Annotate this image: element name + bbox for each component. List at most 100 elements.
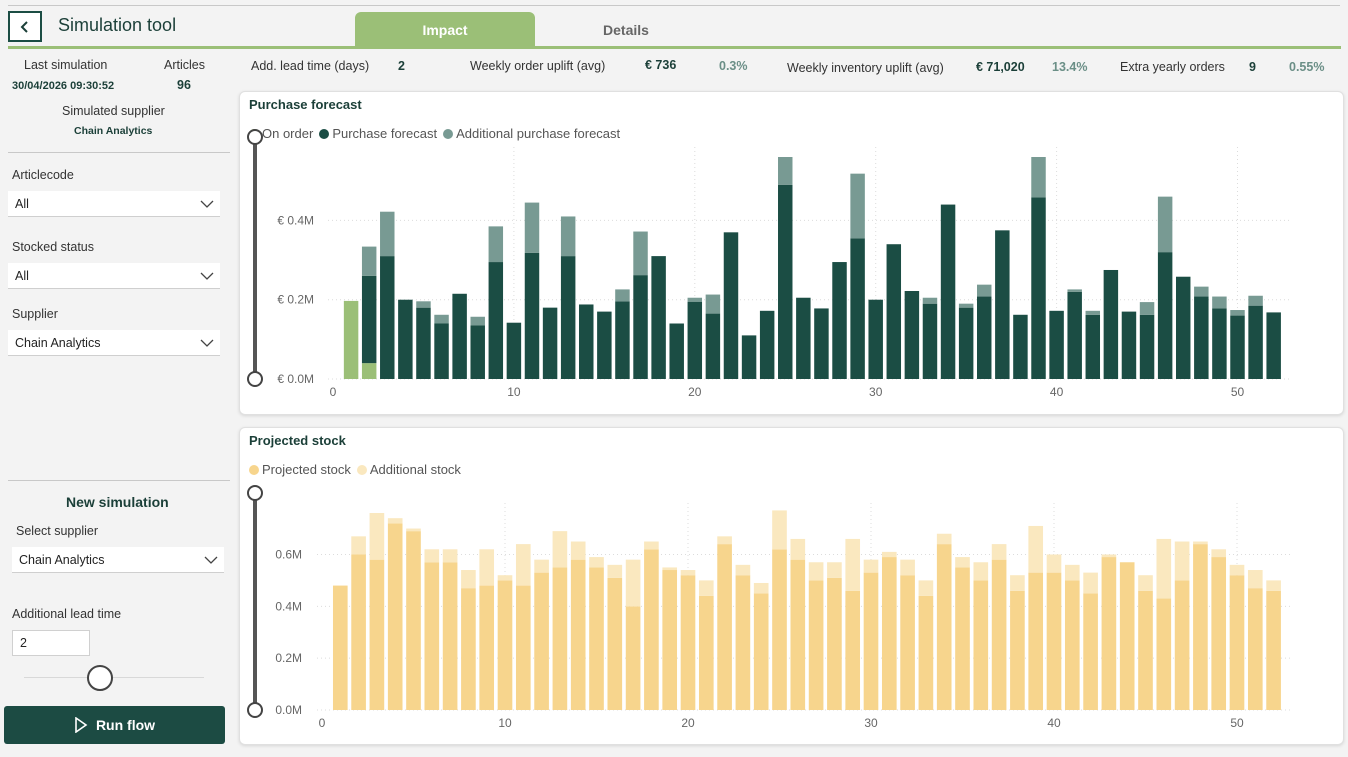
bar-segment[interactable] <box>717 536 732 545</box>
bar-segment[interactable] <box>369 513 385 560</box>
bar-segment[interactable] <box>607 577 623 710</box>
bar-segment[interactable] <box>973 580 989 710</box>
bar-segment[interactable] <box>995 230 1010 379</box>
bar-segment[interactable] <box>940 204 956 379</box>
bar-segment[interactable] <box>615 301 630 379</box>
bar-segment[interactable] <box>633 275 648 379</box>
bar-segment[interactable] <box>1248 305 1263 379</box>
bar-segment[interactable] <box>1010 590 1025 710</box>
bar-segment[interactable] <box>723 232 739 379</box>
bar-segment[interactable] <box>434 323 449 380</box>
bar-segment[interactable] <box>1101 554 1117 558</box>
bar-segment[interactable] <box>1046 572 1062 710</box>
bar-segment[interactable] <box>406 528 421 532</box>
lead-time-slider-track[interactable] <box>24 677 204 678</box>
bar-segment[interactable] <box>936 544 952 710</box>
bar-segment[interactable] <box>936 533 952 545</box>
bar-segment[interactable] <box>597 311 612 379</box>
bar-segment[interactable] <box>351 554 366 710</box>
bar-segment[interactable] <box>452 293 467 379</box>
bar-segment[interactable] <box>380 256 395 379</box>
articlecode-dropdown[interactable]: All <box>8 191 220 217</box>
bar-segment[interactable] <box>687 301 703 379</box>
bar-segment[interactable] <box>759 310 775 379</box>
bar-segment[interactable] <box>461 588 476 710</box>
bar-segment[interactable] <box>790 538 806 560</box>
bar-segment[interactable] <box>753 582 769 594</box>
back-button[interactable] <box>8 11 42 42</box>
bar-segment[interactable] <box>1028 572 1044 710</box>
bar-segment[interactable] <box>1230 315 1245 379</box>
range-slider-handle[interactable] <box>247 485 263 501</box>
bar-segment[interactable] <box>705 294 721 314</box>
bar-segment[interactable] <box>589 557 604 568</box>
bar-segment[interactable] <box>524 252 540 379</box>
bar-segment[interactable] <box>470 316 485 326</box>
bar-segment[interactable] <box>1247 570 1263 589</box>
bar-segment[interactable] <box>380 211 395 257</box>
bar-segment[interactable] <box>506 322 522 379</box>
bar-segment[interactable] <box>570 541 586 560</box>
bar-segment[interactable] <box>991 559 1007 710</box>
bar-segment[interactable] <box>1013 314 1028 379</box>
bar-segment[interactable] <box>680 575 696 710</box>
bar-segment[interactable] <box>560 216 576 257</box>
bar-segment[interactable] <box>625 606 641 710</box>
bar-segment[interactable] <box>1067 291 1082 379</box>
bar-segment[interactable] <box>398 299 413 379</box>
bar-segment[interactable] <box>534 572 549 710</box>
tab-details[interactable]: Details <box>603 22 649 38</box>
range-slider-handle[interactable] <box>247 371 263 387</box>
bar-segment[interactable] <box>488 226 504 263</box>
bar-segment[interactable] <box>343 300 359 379</box>
bar-segment[interactable] <box>1194 296 1209 379</box>
bar-segment[interactable] <box>808 580 824 710</box>
bar-segment[interactable] <box>552 567 568 710</box>
range-slider-handle[interactable] <box>247 129 263 145</box>
bar-segment[interactable] <box>1193 541 1208 545</box>
bar-segment[interactable] <box>1175 276 1191 379</box>
run-flow-button[interactable]: Run flow <box>4 706 225 744</box>
tab-impact[interactable]: Impact <box>355 12 535 48</box>
bar-segment[interactable] <box>922 303 938 379</box>
bar-segment[interactable] <box>886 244 902 379</box>
bar-segment[interactable] <box>698 595 714 710</box>
bar-segment[interactable] <box>735 564 751 576</box>
bar-segment[interactable] <box>918 595 934 710</box>
bar-segment[interactable] <box>790 559 806 710</box>
bar-segment[interactable] <box>778 157 793 185</box>
bar-segment[interactable] <box>1138 575 1153 591</box>
bar-segment[interactable] <box>1121 311 1137 379</box>
bar-segment[interactable] <box>900 575 915 710</box>
bar-segment[interactable] <box>881 557 897 710</box>
bar-segment[interactable] <box>1156 598 1172 710</box>
bar-segment[interactable] <box>741 335 757 379</box>
bar-segment[interactable] <box>1064 564 1080 581</box>
bar-segment[interactable] <box>442 562 458 710</box>
bar-segment[interactable] <box>515 544 531 586</box>
bar-segment[interactable] <box>351 536 366 555</box>
bar-segment[interactable] <box>1049 310 1064 379</box>
bar-segment[interactable] <box>832 262 847 379</box>
bar-segment[interactable] <box>361 275 377 364</box>
bar-segment[interactable] <box>416 307 431 379</box>
range-slider-handle[interactable] <box>247 702 263 718</box>
bar-segment[interactable] <box>863 572 879 710</box>
bar-segment[interactable] <box>442 549 458 563</box>
bar-segment[interactable] <box>369 559 385 710</box>
bar-segment[interactable] <box>1156 538 1172 599</box>
bar-segment[interactable] <box>497 575 513 581</box>
bar-segment[interactable] <box>827 562 842 578</box>
bar-segment[interactable] <box>1010 575 1025 591</box>
bar-segment[interactable] <box>955 567 970 710</box>
bar-segment[interactable] <box>1229 575 1245 710</box>
bar-segment[interactable] <box>589 567 604 710</box>
bar-segment[interactable] <box>1211 557 1227 710</box>
bar-segment[interactable] <box>735 575 751 710</box>
bar-segment[interactable] <box>958 307 974 379</box>
bar-segment[interactable] <box>698 580 714 596</box>
bar-segment[interactable] <box>424 562 440 710</box>
bar-segment[interactable] <box>361 246 377 276</box>
bar-segment[interactable] <box>1067 289 1082 292</box>
bar-segment[interactable] <box>497 580 513 710</box>
